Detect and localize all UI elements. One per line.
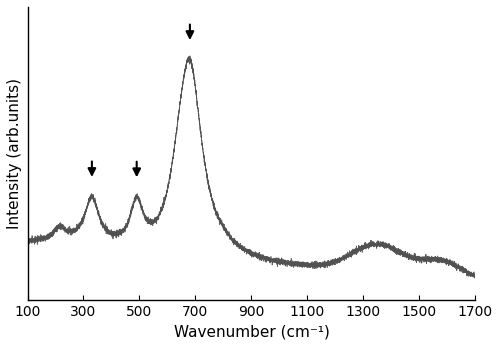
Y-axis label: Intensity (arb.units): Intensity (arb.units) (7, 78, 22, 229)
X-axis label: Wavenumber (cm⁻¹): Wavenumber (cm⁻¹) (174, 324, 330, 339)
